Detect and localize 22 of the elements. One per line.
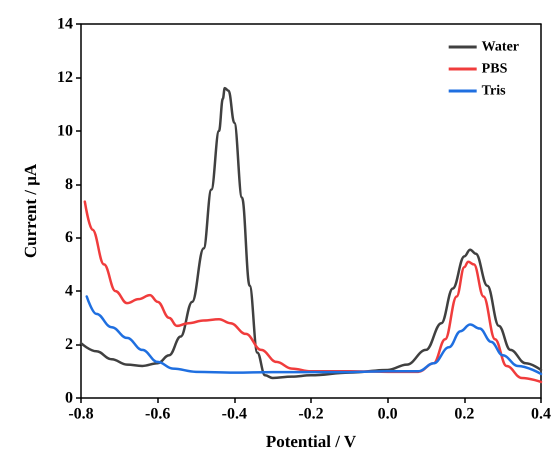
line-series <box>86 295 542 376</box>
x-tick-label: 0.2 <box>454 406 474 422</box>
y-tick-label: 4 <box>65 282 73 300</box>
x-axis-title: Potential / V <box>266 432 357 451</box>
y-tick-label: 6 <box>65 229 73 246</box>
y-tick-label: 14 <box>57 16 73 32</box>
x-tick-label: -0.4 <box>222 406 247 422</box>
y-tick-label: 10 <box>57 122 73 140</box>
y-tick-label: 8 <box>65 176 73 193</box>
x-tick-label: -0.6 <box>145 406 170 422</box>
line-series <box>80 86 542 380</box>
legend-label: PBS <box>482 62 508 76</box>
x-tick-label: 0.4 <box>531 406 551 422</box>
x-tick-label: -0.2 <box>298 406 324 422</box>
y-axis-title: Current / μA <box>21 163 40 258</box>
y-tick-label: 0 <box>65 390 73 406</box>
legend-label: Water <box>482 40 520 54</box>
x-tick-label: 0.0 <box>378 406 398 422</box>
legend-label: Tris <box>482 84 506 98</box>
x-tick-label: -0.8 <box>68 406 94 422</box>
y-tick-label: 12 <box>57 68 73 86</box>
y-tick-label: 2 <box>65 336 73 354</box>
